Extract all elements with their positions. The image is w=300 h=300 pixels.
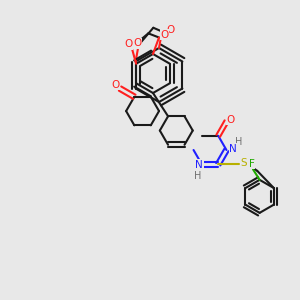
Text: F: F bbox=[249, 159, 254, 169]
Text: O: O bbox=[133, 38, 141, 49]
Text: H: H bbox=[235, 136, 242, 147]
Text: O: O bbox=[111, 80, 120, 90]
Text: O: O bbox=[160, 29, 169, 40]
Text: S: S bbox=[240, 158, 247, 168]
Text: N: N bbox=[229, 143, 237, 154]
Text: O: O bbox=[227, 115, 235, 125]
Text: H: H bbox=[194, 171, 202, 181]
Text: N: N bbox=[196, 160, 203, 170]
Text: O: O bbox=[124, 39, 133, 49]
Text: O: O bbox=[166, 25, 175, 35]
